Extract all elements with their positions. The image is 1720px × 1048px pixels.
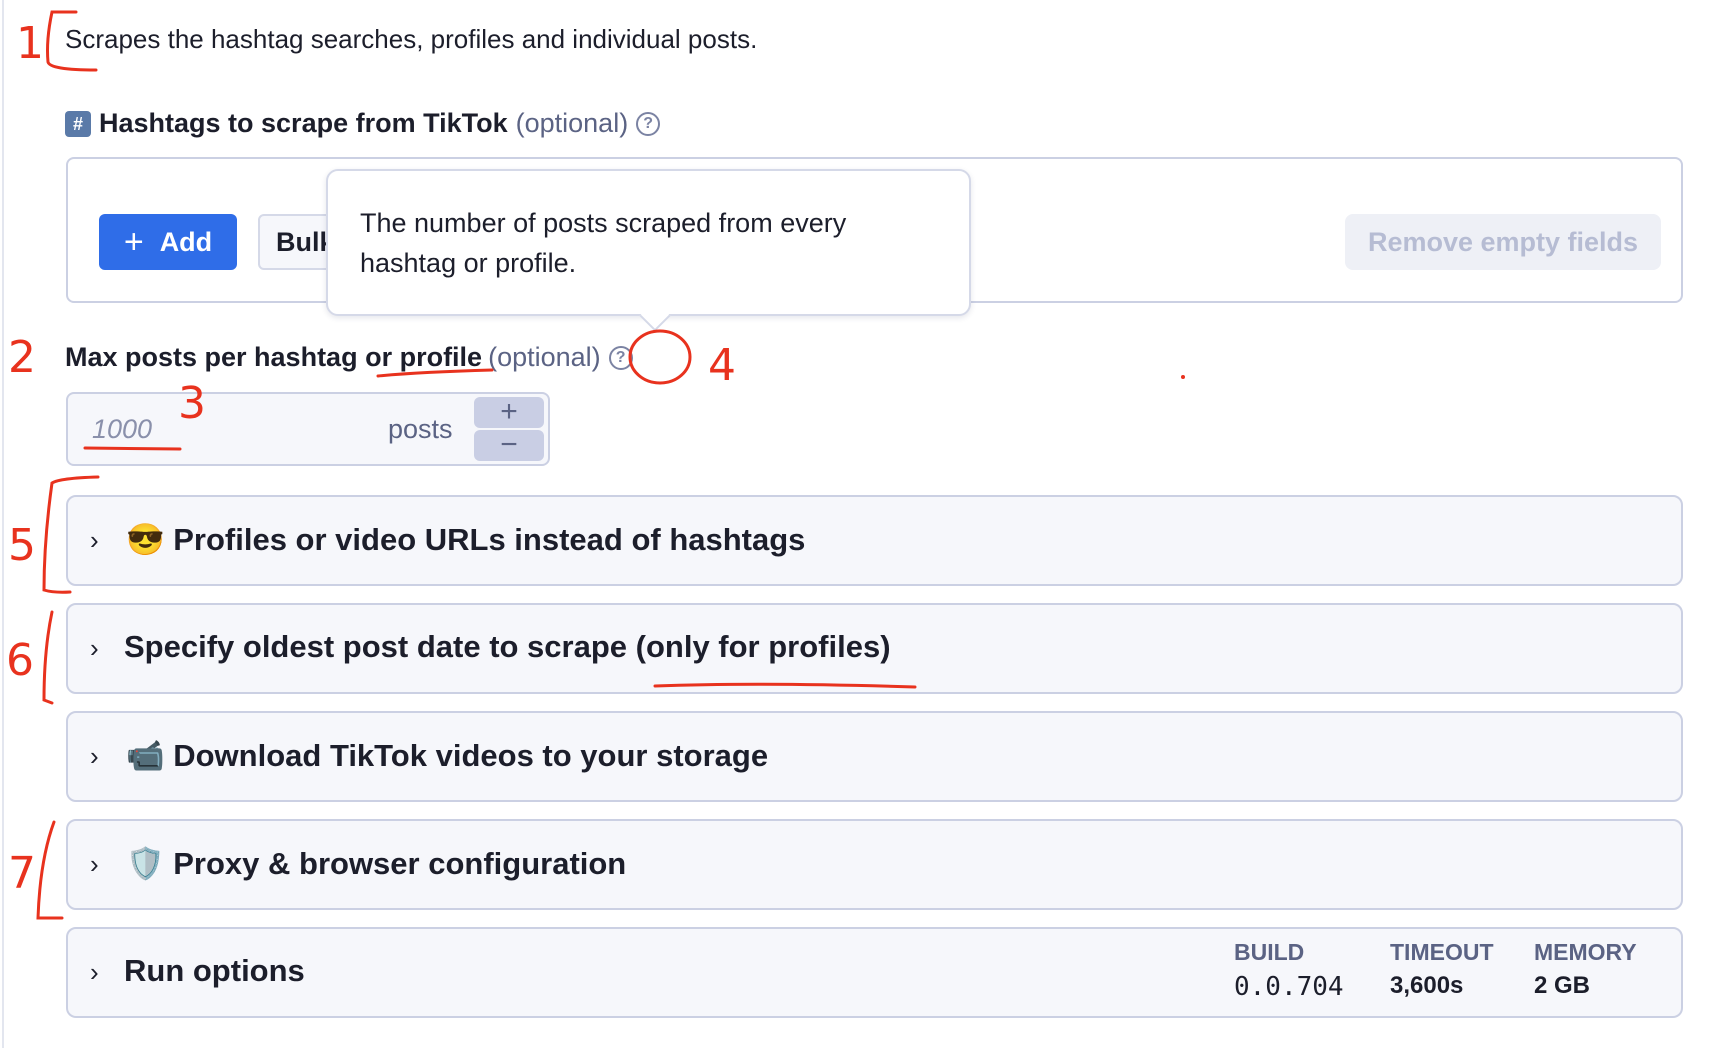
optional-tag: (optional): [488, 342, 601, 372]
section-title-text: Proxy & browser configuration: [173, 846, 627, 881]
hash-keycap-icon: #: [65, 110, 91, 137]
decrement-button[interactable]: −: [474, 430, 544, 461]
max-posts-placeholder: 1000: [92, 414, 153, 444]
actor-description: Scrapes the hashtag searches, profiles a…: [65, 24, 758, 54]
annotation-bracket-7: [36, 820, 64, 920]
section-title-text: Download TikTok videos to your storage: [173, 738, 769, 773]
annotation-bracket-6: [42, 610, 54, 705]
help-icon[interactable]: ?: [608, 345, 633, 370]
section-title-text: Profiles or video URLs instead of hashta…: [173, 522, 806, 557]
max-posts-label: Max posts per hashtag or profile (option…: [65, 342, 633, 373]
annotation-dot: [1181, 375, 1185, 379]
section-title: Run options: [124, 953, 305, 988]
left-divider: [2, 0, 4, 1048]
section-title: 📹 Download TikTok videos to your storage: [126, 737, 768, 774]
section-proxy-config[interactable]: › 🛡️ Proxy & browser configuration: [66, 819, 1683, 910]
unit-label: posts: [388, 414, 453, 444]
help-icon[interactable]: ?: [636, 111, 661, 136]
add-label: Add: [159, 226, 213, 257]
build-label: BUILD: [1234, 939, 1305, 965]
annotation-label-6: 6: [6, 635, 34, 686]
section-download-videos[interactable]: › 📹 Download TikTok videos to your stora…: [66, 711, 1683, 802]
section-profiles-or-urls[interactable]: › 😎 Profiles or video URLs instead of ha…: [66, 495, 1683, 586]
sunglasses-emoji-icon: 😎: [126, 522, 165, 557]
chevron-right-icon: ›: [90, 633, 99, 663]
timeout-value: 3,600s: [1390, 972, 1464, 999]
remove-empty-fields-button[interactable]: Remove empty fields: [1345, 214, 1661, 270]
timeout-label: TIMEOUT: [1390, 939, 1494, 965]
hashtags-label: # Hashtags to scrape from TikTok (option…: [65, 108, 661, 139]
annotation-label-5: 5: [8, 520, 36, 571]
optional-tag: (optional): [515, 108, 629, 138]
build-stat: BUILD 0.0.704: [1234, 939, 1344, 1002]
section-run-options[interactable]: › Run options BUILD 0.0.704 TIMEOUT 3,60…: [66, 927, 1683, 1018]
section-oldest-post-date[interactable]: › Specify oldest post date to scrape (on…: [66, 603, 1683, 694]
increment-button[interactable]: +: [474, 397, 544, 428]
memory-label: MEMORY: [1534, 939, 1637, 965]
section-title: 😎 Profiles or video URLs instead of hash…: [126, 521, 805, 558]
section-title: Specify oldest post date to scrape (only…: [124, 629, 891, 664]
chevron-right-icon: ›: [90, 741, 99, 771]
max-posts-input[interactable]: 1000 posts + −: [66, 392, 550, 466]
video-camera-emoji-icon: 📹: [126, 738, 165, 773]
hashtags-label-text: Hashtags to scrape from TikTok: [99, 108, 508, 138]
chevron-right-icon: ›: [90, 849, 99, 879]
add-button[interactable]: + Add: [99, 214, 237, 270]
max-posts-label-text: Max posts per hashtag or profile: [65, 342, 483, 372]
shield-emoji-icon: 🛡️: [126, 846, 165, 881]
timeout-stat: TIMEOUT 3,600s: [1390, 939, 1494, 1000]
annotation-label-4: 4: [708, 340, 736, 391]
annotation-label-1: 1: [16, 18, 44, 69]
plus-icon: +: [123, 222, 144, 261]
annotation-label-7: 7: [8, 848, 36, 899]
memory-value: 2 GB: [1534, 972, 1591, 999]
chevron-right-icon: ›: [90, 957, 99, 987]
help-tooltip: The number of posts scraped from every h…: [326, 169, 971, 316]
annotation-circle-4: [628, 329, 692, 385]
section-title: 🛡️ Proxy & browser configuration: [126, 845, 626, 882]
annotation-label-2: 2: [8, 332, 36, 383]
memory-stat: MEMORY 2 GB: [1534, 939, 1637, 1000]
build-value: 0.0.704: [1234, 972, 1344, 1002]
chevron-right-icon: ›: [90, 525, 99, 555]
